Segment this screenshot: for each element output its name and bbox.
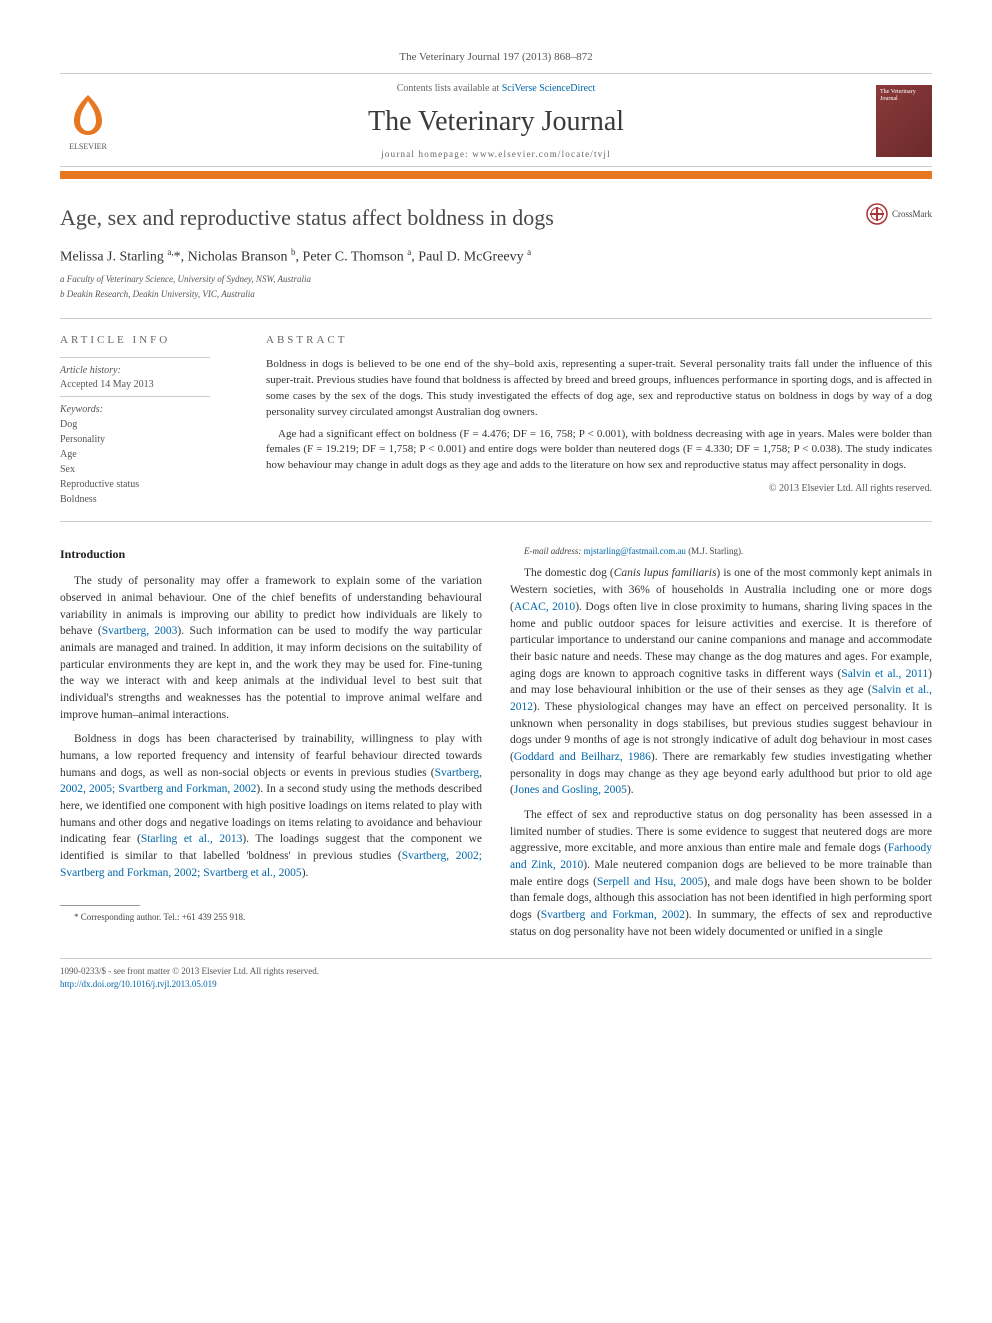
keywords-list: Dog Personality Age Sex Reproductive sta… <box>60 417 234 507</box>
citation-link[interactable]: Salvin et al., 2011 <box>841 668 928 680</box>
crossmark-icon <box>866 203 888 225</box>
affiliations: a Faculty of Veterinary Science, Univers… <box>60 273 932 300</box>
info-divider <box>60 357 210 358</box>
affiliation-b: b Deakin Research, Deakin University, VI… <box>60 288 932 301</box>
journal-homepage: journal homepage: www.elsevier.com/locat… <box>116 148 876 161</box>
article-title: Age, sex and reproductive status affect … <box>60 203 866 234</box>
info-divider <box>60 396 210 397</box>
elsevier-logo: ELSEVIER <box>60 89 116 153</box>
body-paragraph: Boldness in dogs has been characterised … <box>60 731 482 881</box>
keyword: Reproductive status <box>60 477 234 492</box>
keyword: Age <box>60 447 234 462</box>
citation-link[interactable]: Svartberg, 2003 <box>102 625 178 637</box>
abstract-heading: ABSTRACT <box>266 333 932 348</box>
article-info-heading: ARTICLE INFO <box>60 333 234 348</box>
keyword: Personality <box>60 432 234 447</box>
keywords-label: Keywords: <box>60 403 234 417</box>
article-history-value: Accepted 14 May 2013 <box>60 378 234 392</box>
keyword: Sex <box>60 462 234 477</box>
footnote-separator <box>60 905 140 906</box>
citation-link[interactable]: Serpell and Hsu, 2005 <box>597 876 703 888</box>
body-paragraph: The domestic dog (Canis lupus familiaris… <box>510 565 932 798</box>
page-footer: 1090-0233/$ - see front matter © 2013 El… <box>60 958 932 990</box>
email-footnote: E-mail address: mjstarling@fastmail.com.… <box>510 546 932 558</box>
citation-link[interactable]: Jones and Gosling, 2005 <box>514 784 627 796</box>
email-link[interactable]: mjstarling@fastmail.com.au <box>584 546 686 556</box>
journal-cover-thumbnail: The Veterinary Journal <box>876 85 932 157</box>
doi-link[interactable]: http://dx.doi.org/10.1016/j.tvjl.2013.05… <box>60 978 932 991</box>
article-info-block: ARTICLE INFO Article history: Accepted 1… <box>60 319 250 520</box>
orange-divider <box>60 171 932 179</box>
author-list: Melissa J. Starling a,*, Nicholas Branso… <box>60 246 932 267</box>
citation-link[interactable]: Svartberg and Forkman, 2002 <box>541 909 685 921</box>
citation-link[interactable]: Goddard and Beilharz, 1986 <box>514 751 651 763</box>
section-heading-introduction: Introduction <box>60 546 482 563</box>
article-body: Introduction The study of personality ma… <box>60 546 932 940</box>
citation-link[interactable]: Starling et al., 2013 <box>141 833 243 845</box>
citation-line: The Veterinary Journal 197 (2013) 868–87… <box>60 50 932 65</box>
keyword: Boldness <box>60 492 234 507</box>
issn-line: 1090-0233/$ - see front matter © 2013 El… <box>60 965 932 978</box>
corresponding-author-footnote: * Corresponding author. Tel.: +61 439 25… <box>60 912 482 924</box>
body-paragraph: The effect of sex and reproductive statu… <box>510 807 932 940</box>
contents-available-line: Contents lists available at SciVerse Sci… <box>116 82 876 96</box>
svg-text:ELSEVIER: ELSEVIER <box>69 142 107 151</box>
journal-header: ELSEVIER Contents lists available at Sci… <box>60 73 932 167</box>
scidirect-link[interactable]: SciVerse ScienceDirect <box>502 83 596 94</box>
affiliation-a: a Faculty of Veterinary Science, Univers… <box>60 273 932 286</box>
crossmark-badge[interactable]: CrossMark <box>866 203 932 225</box>
abstract-block: ABSTRACT Boldness in dogs is believed to… <box>250 319 932 520</box>
keyword: Dog <box>60 417 234 432</box>
abstract-copyright: © 2013 Elsevier Ltd. All rights reserved… <box>266 482 932 496</box>
journal-name: The Veterinary Journal <box>116 102 876 141</box>
body-paragraph: The study of personality may offer a fra… <box>60 573 482 723</box>
abstract-paragraph: Boldness in dogs is believed to be one e… <box>266 357 932 421</box>
citation-link[interactable]: ACAC, 2010 <box>514 601 575 613</box>
abstract-paragraph: Age had a significant effect on boldness… <box>266 427 932 475</box>
article-history-label: Article history: <box>60 364 234 378</box>
